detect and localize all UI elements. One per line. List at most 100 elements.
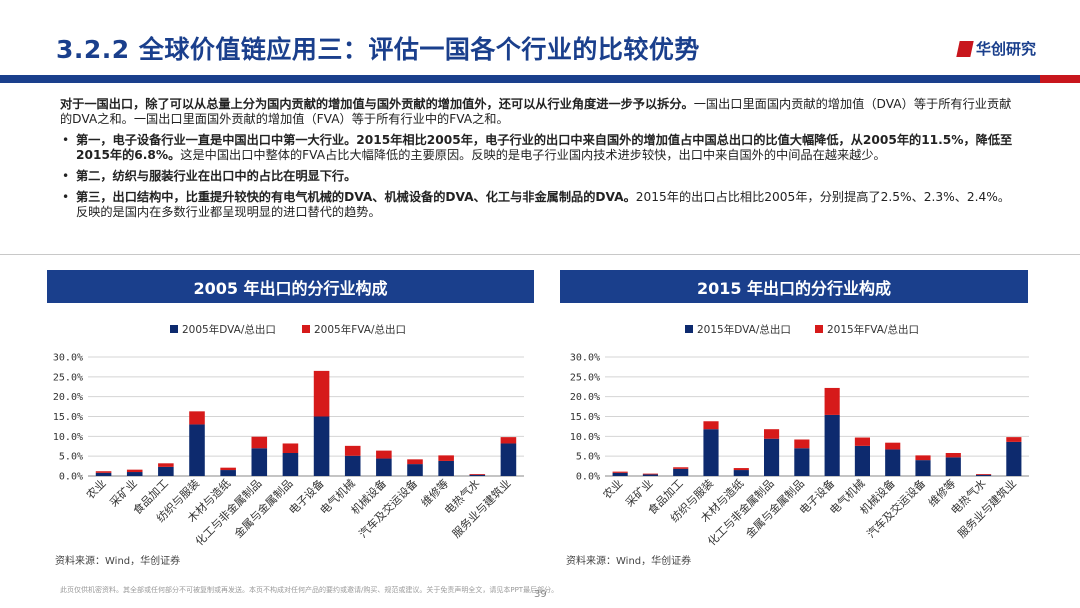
bar-dva-8 [854,445,870,476]
page-title: 3.2.2 全球价值链应用三：评估一国各个行业的比较优势 [56,35,700,64]
bullet-3: 第三，出口结构中，比重提升较快的有电气机械的DVA、机械设备的DVA、化工与非金… [60,190,1020,220]
bar-fva-8 [854,437,870,446]
chart-2015: 2015年DVA/总出口 2015年FVA/总出口 0.0% 5.0% 10.0% 15.… [570,323,1029,548]
bar-fva-6 [794,439,810,449]
bar-fva-7 [313,370,330,417]
y-tick-label: 20.0% [53,392,83,403]
bar-dva-10 [407,464,423,476]
section-separator [0,254,1080,255]
bar-dva-2 [158,466,174,476]
bar-dva-12 [976,474,992,476]
bar-dva-3 [703,429,719,476]
legend-swatch-1 [302,325,310,333]
source-note-left: 资料来源：Wind，华创证券 [55,556,181,567]
chart-2005: 2005年DVA/总出口 2005年FVA/总出口 0.0% 5.0% 10.0% 15.… [53,323,524,548]
bar-dva-2 [673,468,689,476]
y-tick-label: 30.0% [570,353,600,364]
bar-fva-8 [344,445,361,456]
bar-fva-2 [673,467,689,469]
bar-fva-5 [251,436,268,449]
bar-dva-5 [251,448,268,476]
y-tick-label: 15.0% [53,412,83,423]
bar-fva-0 [612,471,628,473]
header-divider-accent [1040,75,1080,83]
bar-fva-10 [407,459,423,465]
bar-dva-8 [344,455,361,476]
bar-dva-1 [642,474,658,476]
bar-dva-3 [189,424,205,476]
bar-dva-7 [313,416,330,476]
bar-dva-4 [733,470,749,476]
header-divider [0,75,1080,83]
bar-fva-0 [95,471,112,473]
y-tick-label: 15.0% [570,412,600,423]
bar-dva-12 [469,474,486,476]
bar-dva-6 [282,452,299,476]
y-tick-label: 0.0% [576,472,600,483]
y-tick-label: 5.0% [59,452,83,463]
logo: 华创研究 [956,38,1037,59]
bar-fva-4 [220,467,236,471]
x-tick-label: 农业 [600,476,625,501]
bar-dva-4 [220,470,236,476]
bar-dva-13 [500,443,517,476]
bar-dva-11 [438,460,454,476]
bar-fva-12 [469,474,486,475]
bar-fva-7 [824,387,840,415]
bar-fva-5 [764,429,780,439]
bar-dva-5 [764,438,780,476]
bar-fva-3 [703,421,719,430]
bar-dva-7 [824,414,840,476]
bar-fva-13 [1006,437,1022,442]
bar-fva-3 [189,411,205,425]
bar-fva-11 [438,455,454,461]
y-tick-label: 10.0% [53,432,83,443]
source-note-right: 资料来源：Wind，华创证券 [566,556,692,567]
bar-fva-6 [282,443,299,453]
legend-label-1: 2015年FVA/总出口 [827,323,919,336]
bar-fva-1 [642,473,658,475]
intro-paragraph: 对于一国出口，除了可以从总量上分为国内贡献的增加值与国外贡献的增加值外，还可以从… [60,97,1012,126]
bar-fva-11 [945,452,961,458]
legend-label-1: 2005年FVA/总出口 [314,323,406,336]
bar-dva-10 [915,460,931,476]
y-tick-label: 5.0% [576,452,600,463]
bar-dva-13 [1006,441,1022,476]
bar-dva-0 [612,472,628,476]
y-tick-label: 20.0% [570,392,600,403]
disclaimer: 此页仅供机密资料。其全部或任何部分不可被复制或再发送。本页不构成对任何产品的要约… [60,586,559,594]
bar-fva-12 [976,474,992,475]
page-number: 39 [534,589,547,600]
logo-text: 华创研究 [976,40,1037,58]
bar-dva-9 [885,449,901,476]
bullet-1: 第一，电子设备行业一直是中国出口中第一大行业。2015年相比2005年，电子行业… [60,133,1020,163]
y-tick-label: 30.0% [53,353,83,364]
bar-fva-9 [376,450,392,459]
logo-icon [956,40,974,57]
y-tick-label: 10.0% [570,432,600,443]
legend-swatch-1 [815,325,823,333]
y-tick-label: 0.0% [59,472,83,483]
legend-label-0: 2005年DVA/总出口 [182,323,276,336]
y-tick-label: 25.0% [570,372,600,383]
bar-fva-13 [500,437,517,444]
legend-swatch-0 [170,325,178,333]
bar-dva-6 [794,448,810,476]
bar-dva-9 [376,458,392,476]
bar-fva-9 [885,442,901,450]
bar-fva-4 [733,468,749,471]
legend-swatch-0 [685,325,693,333]
chart-title-2005: 2005 年出口的分行业构成 [47,270,534,303]
bar-dva-11 [945,457,961,476]
x-tick-label: 农业 [83,476,108,501]
body-text: 对于一国出口，除了可以从总量上分为国内贡献的增加值与国外贡献的增加值外，还可以从… [60,97,1020,226]
legend-label-0: 2015年DVA/总出口 [697,323,791,336]
bar-dva-0 [95,472,112,476]
bar-fva-1 [126,469,143,473]
bar-fva-2 [158,463,174,467]
bullet-2: 第二，纺织与服装行业在出口中的占比在明显下行。 [60,169,1020,184]
bar-dva-1 [126,472,143,476]
y-tick-label: 25.0% [53,372,83,383]
chart-title-2015: 2015 年出口的分行业构成 [560,270,1028,303]
bar-fva-10 [915,455,931,461]
